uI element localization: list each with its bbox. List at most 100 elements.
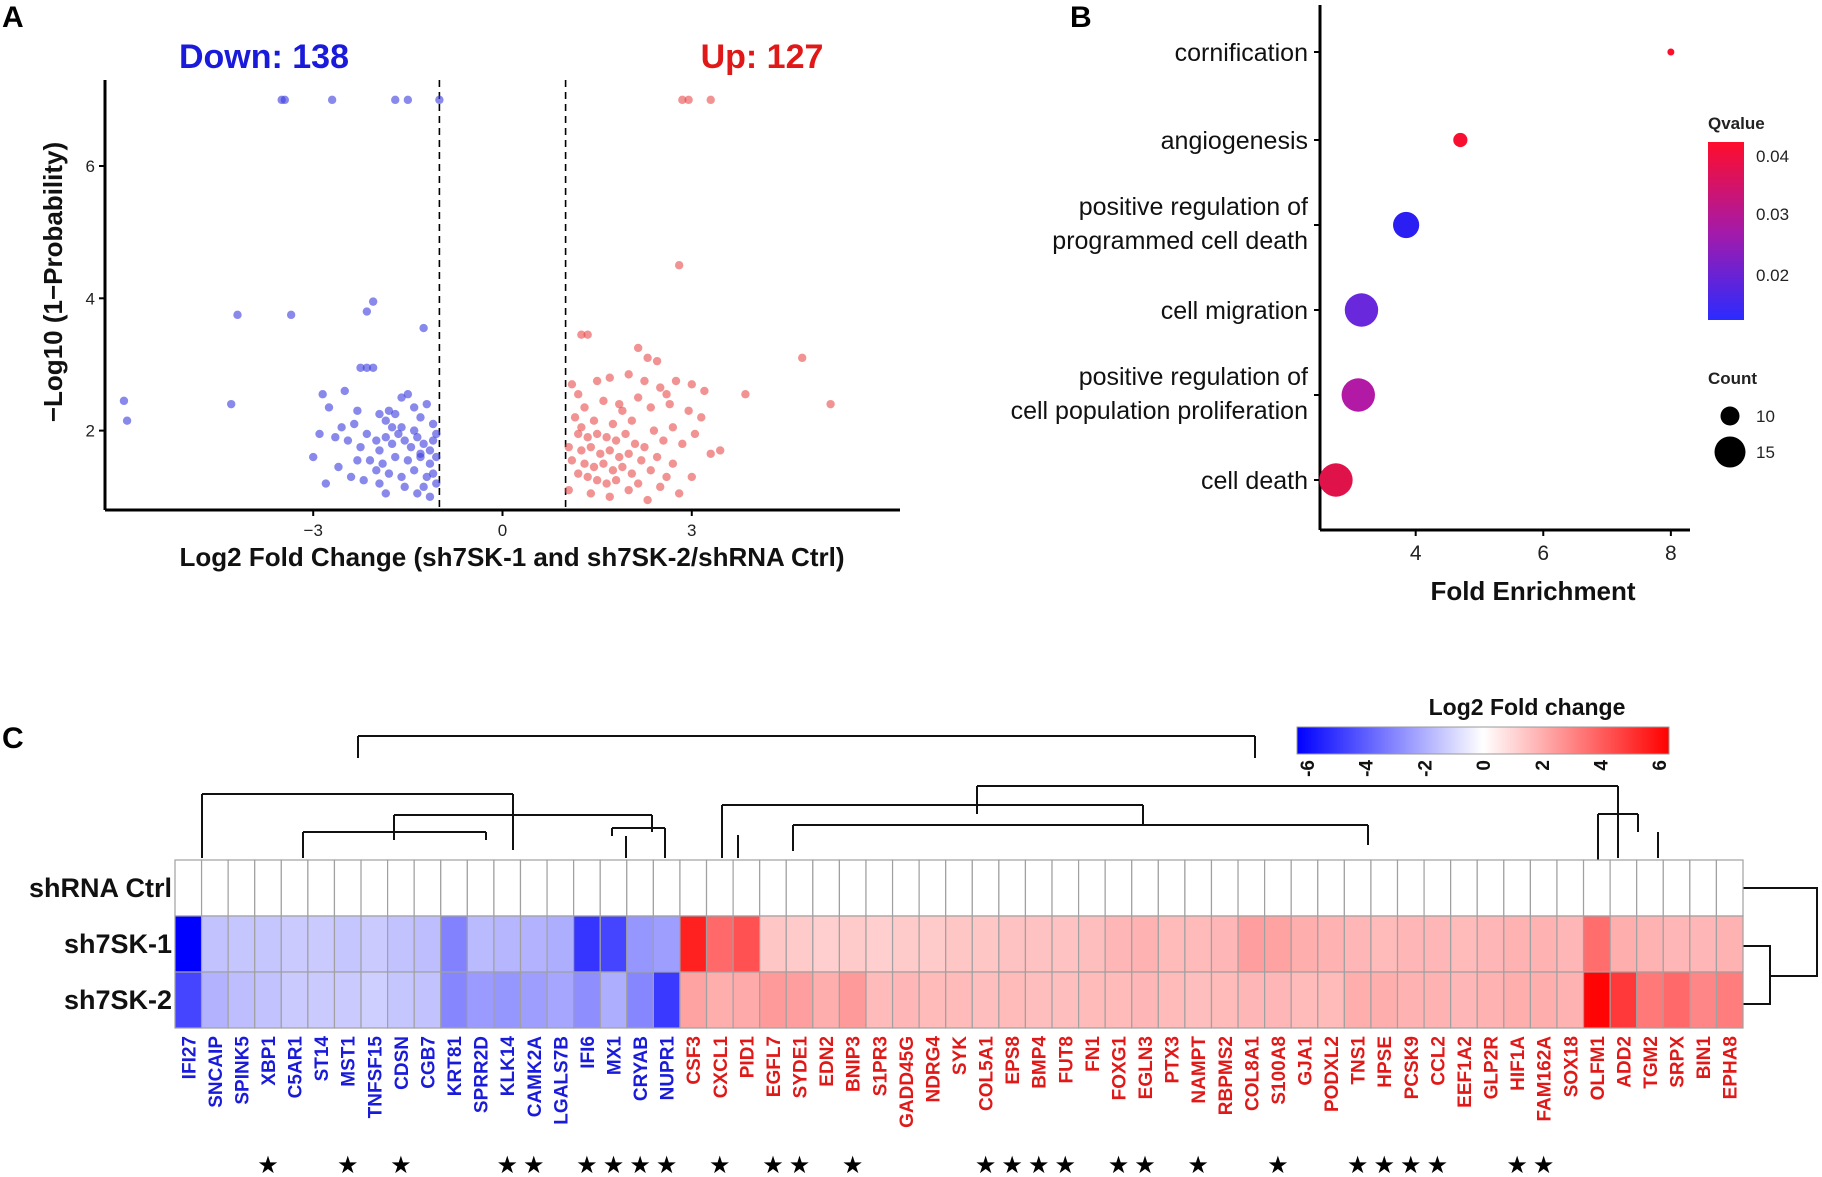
heatmap-cell (387, 971, 415, 1029)
down-point (422, 472, 431, 482)
heatmap-row-label: sh7SK-2 (64, 985, 172, 1015)
up-point (687, 380, 696, 389)
heatmap-cell (1636, 915, 1664, 973)
heatmap-cell (1184, 915, 1213, 973)
volcano-y-tick-label: 2 (86, 422, 95, 441)
heatmap-cell (1556, 859, 1585, 917)
heatmap-cell (1636, 859, 1664, 917)
gene-label: PODXL2 (1322, 1036, 1343, 1112)
heatmap-cell (652, 859, 681, 917)
gene-label: KRT81 (445, 1036, 466, 1097)
down-point (350, 419, 359, 429)
heatmap-legend-title: Log2 Fold change (1429, 694, 1626, 720)
heatmap-cell (865, 859, 894, 917)
down-point (119, 396, 129, 406)
down-point (409, 426, 419, 435)
row-dendrogram (1743, 887, 1818, 1005)
heatmap-cell (1529, 859, 1558, 917)
gene-label: EGFL7 (764, 1036, 785, 1097)
down-point (346, 472, 356, 482)
up-point (567, 380, 577, 389)
qvalue-tick-label: 0.04 (1756, 147, 1789, 166)
volcano-x-tick-label: 0 (498, 521, 507, 540)
go-term-label: positive regulation of (1079, 363, 1308, 391)
heatmap-cell (1051, 859, 1080, 917)
heatmap-cell (1636, 971, 1664, 1029)
gene-label: CCL2 (1428, 1036, 1449, 1086)
heatmap-cell (1609, 859, 1638, 917)
heatmap-cell (307, 915, 336, 973)
gene-label: CAMK2A (525, 1036, 546, 1118)
heatmap-cell (1476, 915, 1505, 973)
up-point (624, 449, 633, 458)
heatmap-cell (360, 915, 389, 973)
significance-star: ★ (656, 1152, 678, 1177)
gene-label: TGM2 (1641, 1036, 1662, 1089)
gene-label: SPINK5 (232, 1036, 253, 1105)
gene-label: CRYAB (631, 1036, 652, 1101)
dotplot-x-tick-label: 4 (1410, 542, 1422, 565)
gene-label: EGLN3 (1136, 1036, 1157, 1099)
heatmap-cell (1131, 971, 1159, 1029)
heatmap-cell (1582, 915, 1611, 973)
down-point (384, 469, 394, 478)
down-point (324, 403, 334, 412)
heatmap-cell (1317, 915, 1345, 973)
significance-star: ★ (1533, 1152, 1555, 1177)
heatmap-cell (838, 915, 867, 973)
heatmap-cell (200, 915, 229, 973)
significance-star: ★ (390, 1152, 412, 1177)
significance-star: ★ (629, 1152, 651, 1177)
down-point (425, 446, 435, 455)
up-point (577, 330, 586, 339)
heatmap-legend-tick: -6 (1298, 760, 1319, 777)
qvalue-tick-label: 0.03 (1756, 205, 1789, 224)
up-point (630, 439, 640, 449)
down-point (397, 472, 406, 482)
count-legend-label: 15 (1756, 443, 1775, 462)
heatmap-cell (998, 971, 1027, 1029)
gene-label: TNFSF15 (365, 1036, 386, 1119)
down-point (368, 297, 378, 306)
go-term-label: angiogenesis (1161, 127, 1308, 155)
heatmap-cell (387, 859, 415, 917)
heatmap-cell (1157, 859, 1186, 917)
heatmap-row-label: shRNA Ctrl (29, 873, 172, 903)
up-point (580, 403, 589, 412)
heatmap-cell (1715, 859, 1744, 917)
heatmap-cell (413, 915, 442, 973)
up-point (674, 489, 684, 498)
volcano-plot: Down: 138 Up: 127 Log2 Fold Change (sh7S… (38, 38, 900, 572)
up-point (627, 469, 637, 478)
heatmap-cell (200, 859, 229, 917)
heatmap-cell (440, 971, 468, 1029)
heatmap-cell (1131, 915, 1159, 973)
go-term-dot (1344, 293, 1379, 327)
gene-label: PCSK9 (1402, 1036, 1423, 1099)
heatmap-cell (998, 915, 1027, 973)
heatmap-cell (466, 859, 495, 917)
heatmap-cell (838, 859, 867, 917)
significance-star: ★ (523, 1152, 545, 1177)
heatmap-cell (759, 915, 787, 973)
significance-star: ★ (975, 1152, 997, 1177)
heatmap-cell (785, 859, 814, 917)
go-enrichment-dotplot: Fold Enrichment 4 6 8 cornification angioge… (1011, 5, 1789, 606)
down-point (318, 390, 327, 399)
heatmap-cell (1317, 971, 1345, 1029)
up-point (652, 452, 662, 462)
heatmap-cell (1077, 971, 1106, 1029)
gene-label: ADD2 (1614, 1036, 1635, 1088)
down-point (416, 413, 425, 422)
heatmap-cell (493, 971, 522, 1029)
down-point (375, 409, 384, 419)
go-term-dot (1667, 48, 1675, 56)
heatmap-cell (971, 859, 1000, 917)
up-point (637, 456, 646, 465)
gene-label: FUT8 (1056, 1036, 1077, 1084)
down-point (413, 433, 422, 442)
gene-label: MST1 (339, 1036, 360, 1087)
heatmap-cell (1450, 971, 1478, 1029)
down-point (365, 456, 375, 465)
panel-label-b: B (1070, 1, 1092, 34)
